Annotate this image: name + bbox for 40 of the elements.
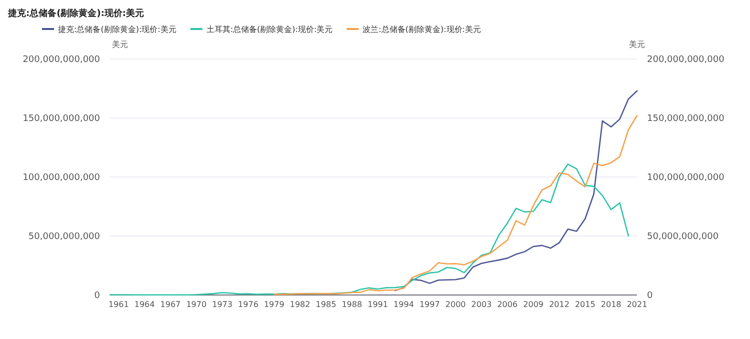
x-tick-label: 2003 bbox=[471, 300, 492, 309]
chart-title: 捷克:总储备(剔除黄金):现价:美元 bbox=[7, 8, 144, 19]
legend-label: 土耳其:总储备(剔除黄金):现价:美元 bbox=[206, 25, 333, 34]
x-tick-label: 2021 bbox=[626, 300, 648, 309]
x-tick-label: 1985 bbox=[316, 300, 336, 309]
x-tick-label: 2018 bbox=[600, 300, 622, 309]
line-series bbox=[274, 114, 638, 296]
x-tick-label: 1997 bbox=[419, 300, 440, 309]
x-tick-label: 2012 bbox=[549, 300, 570, 309]
x-tick-label: 1973 bbox=[212, 300, 232, 309]
x-tick-label: 1964 bbox=[134, 300, 155, 309]
y-tick-label: 100,000,000,000 bbox=[22, 173, 100, 183]
x-tick-label: 1961 bbox=[108, 300, 129, 309]
x-tick-label: 1970 bbox=[186, 300, 207, 309]
legend-label: 波兰:总储备(剔除黄金):现价:美元 bbox=[362, 25, 481, 34]
y2-tick-label: 50,000,000,000 bbox=[647, 232, 719, 242]
line-series bbox=[109, 163, 630, 296]
x-tick-label: 1982 bbox=[290, 300, 310, 309]
x-tick-label: 1988 bbox=[342, 300, 362, 309]
x-tick-label: 1976 bbox=[238, 300, 258, 309]
x-tick-label: 2009 bbox=[523, 300, 544, 309]
y2-tick-label: 0 bbox=[647, 291, 653, 301]
y-tick-label: 0 bbox=[94, 291, 100, 301]
y2-axis-title: 美元 bbox=[629, 40, 645, 49]
x-tick-label: 1991 bbox=[368, 300, 388, 309]
y2-tick-label: 100,000,000,000 bbox=[647, 173, 725, 183]
x-tick-label: 2015 bbox=[574, 300, 596, 309]
y-tick-label: 200,000,000,000 bbox=[22, 55, 100, 65]
y-axis-title: 美元 bbox=[112, 40, 128, 49]
line-series bbox=[394, 90, 638, 292]
x-tick-label: 1967 bbox=[160, 300, 181, 309]
y2-tick-label: 200,000,000,000 bbox=[647, 55, 725, 65]
y-tick-label: 50,000,000,000 bbox=[28, 232, 100, 242]
x-tick-label: 2006 bbox=[497, 300, 518, 309]
x-tick-label: 1979 bbox=[264, 300, 284, 309]
x-tick-label: 1994 bbox=[394, 300, 414, 309]
y2-tick-label: 150,000,000,000 bbox=[647, 114, 725, 124]
x-tick-label: 2000 bbox=[445, 300, 466, 309]
y-tick-label: 150,000,000,000 bbox=[22, 114, 100, 124]
legend-label: 捷克:总储备(剔除黄金):现价:美元 bbox=[58, 25, 176, 34]
